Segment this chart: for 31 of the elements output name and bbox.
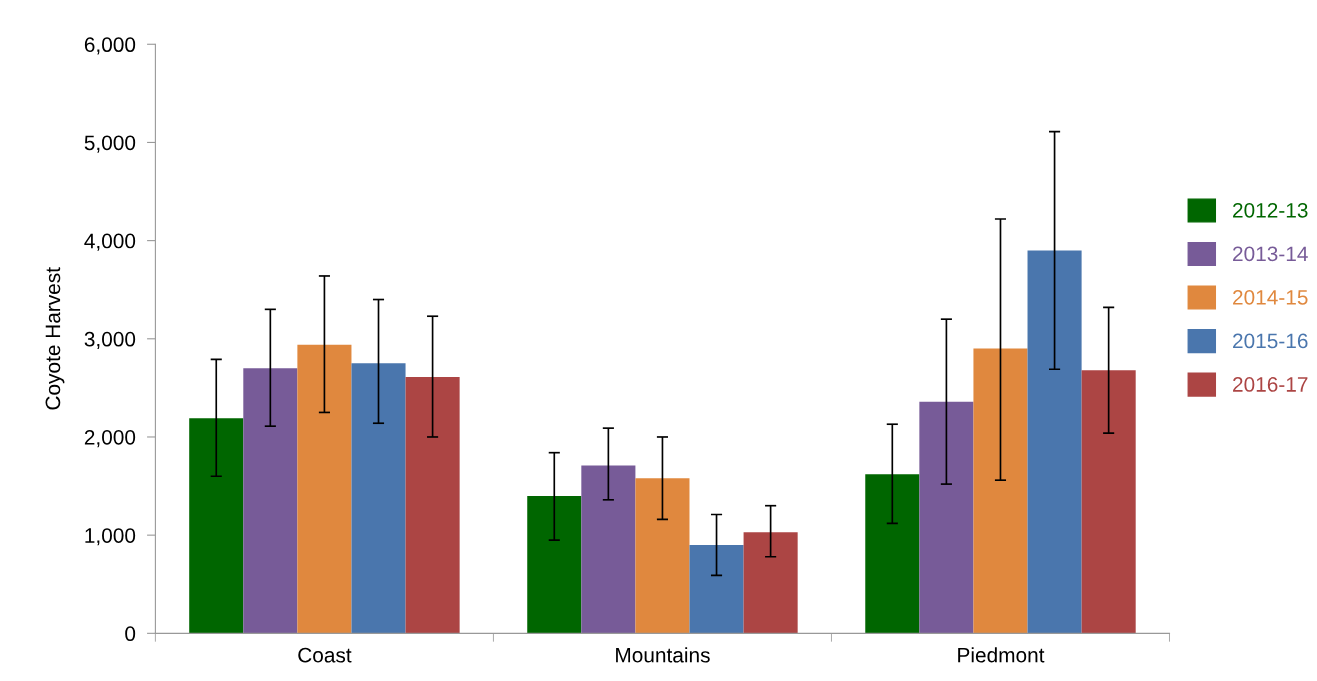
x-tick-label: Piedmont [958, 647, 1045, 663]
legend-label: 2015-16 [1233, 333, 1308, 349]
bar [527, 495, 582, 634]
bar [973, 348, 1028, 634]
y-tick-label: 0 [125, 626, 136, 642]
bar [1027, 250, 1082, 634]
bar [297, 344, 352, 634]
y-axis-title: Coyote Harvest [45, 267, 65, 410]
legend-label: 2016-17 [1233, 377, 1308, 392]
bar [743, 532, 798, 634]
legend-label: 2012-13 [1233, 202, 1308, 218]
legend-label: 2013-14 [1233, 246, 1308, 262]
y-tick-label: 6,000 [84, 37, 136, 55]
bar [189, 418, 244, 634]
x-tick-label: Mountains [616, 647, 710, 663]
bar [635, 478, 690, 634]
bar [243, 368, 298, 634]
bar [1081, 370, 1136, 634]
bar [581, 465, 636, 634]
y-tick-label: 3,000 [84, 331, 136, 350]
y-tick-label: 2,000 [84, 429, 136, 448]
bar [689, 544, 744, 634]
y-tick-label: 1,000 [85, 528, 136, 546]
y-tick-label: 4,000 [84, 233, 136, 251]
y-tick-label: 5,000 [84, 135, 136, 153]
bar [865, 474, 920, 634]
bar [919, 401, 974, 634]
bar [351, 363, 406, 634]
x-tick-label: Coast [298, 647, 352, 663]
bar [405, 377, 460, 634]
legend-label: 2014-15 [1233, 289, 1308, 305]
